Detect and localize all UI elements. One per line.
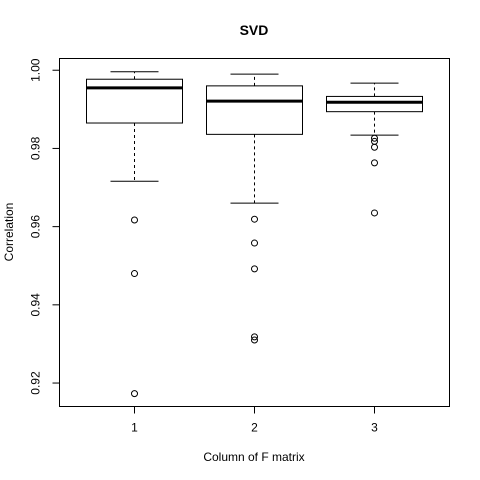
y-tick-label: 0.92: [29, 371, 43, 395]
x-axis-label: Column of F matrix: [203, 450, 304, 464]
y-tick-label: 1.00: [29, 58, 43, 82]
box-group: [206, 73, 303, 344]
y-tick-label: 0.98: [29, 136, 43, 160]
x-tick-label: 3: [371, 421, 378, 435]
iqr-box: [86, 78, 183, 124]
outlier-point: [371, 209, 378, 217]
y-tick-label: 0.96: [29, 215, 43, 239]
outlier-point: [131, 270, 138, 278]
box-group: [86, 71, 183, 398]
chart-title: SVD: [240, 22, 269, 38]
x-tick-label: 2: [251, 421, 258, 435]
x-axis: 1 2 3: [131, 406, 378, 435]
outlier-point: [371, 134, 378, 142]
outlier-point: [371, 143, 378, 151]
outlier-point: [251, 239, 258, 247]
outlier-point: [251, 333, 258, 341]
y-axis: 0.92 0.94 0.96 0.98 1.00: [29, 58, 60, 395]
x-tick-label: 1: [131, 421, 138, 435]
outlier-point: [251, 215, 258, 223]
iqr-box: [206, 85, 303, 135]
y-tick-label: 0.94: [29, 293, 43, 317]
outlier-point: [131, 216, 138, 224]
y-axis-label: Correlation: [2, 203, 16, 262]
outlier-point: [371, 159, 378, 167]
outlier-point: [131, 390, 138, 398]
outlier-point: [251, 336, 258, 344]
outlier-point: [251, 265, 258, 273]
box-group: [326, 82, 423, 217]
iqr-box: [326, 95, 423, 113]
boxes-layer: [86, 71, 423, 398]
